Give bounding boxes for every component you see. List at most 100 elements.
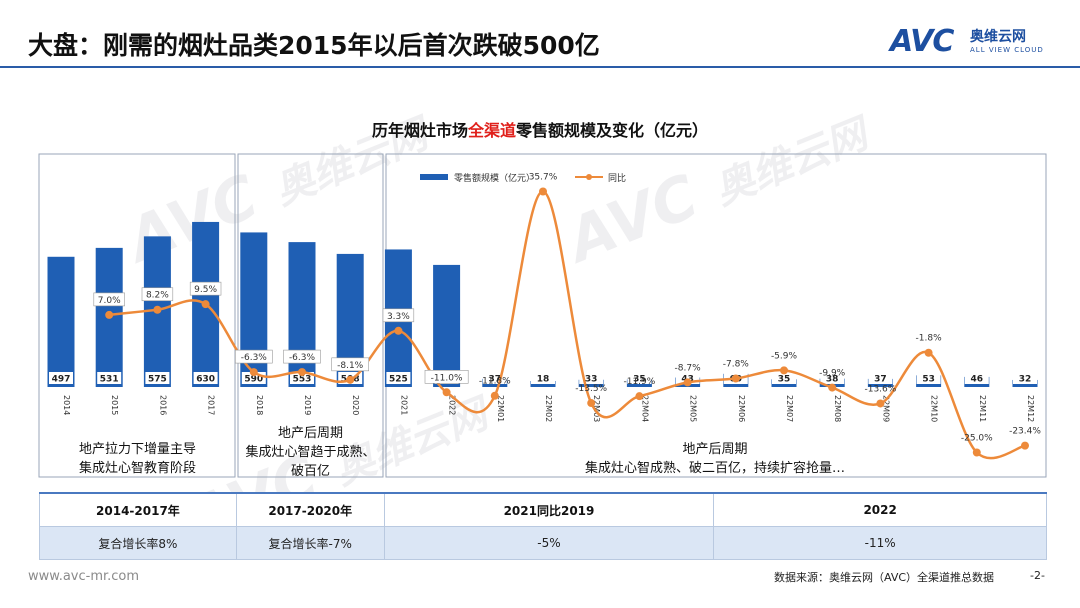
yoy-label: -23.4% [1009,427,1041,437]
yoy-point-2017 [201,300,210,309]
bar-value-label: 531 [100,375,119,385]
bar-value-label: 53 [922,375,935,385]
bar-value-box [97,372,122,384]
yoy-label: 7.0% [98,296,121,306]
x-tick-label: 22M03 [592,395,601,422]
bar-value-box [627,372,652,384]
yoy-point-22M09 [876,399,885,408]
chart-title: 历年烟灶市场全渠道零售额规模及变化（亿元） [0,117,1080,141]
yoy-label-box [189,281,222,296]
bar-value-box [964,372,989,384]
yoy-point-2021 [394,326,403,335]
x-tick-label: 22M12 [1026,395,1035,422]
yoy-point-2016 [153,305,162,314]
yoy-label: -1.8% [916,334,943,344]
yoy-label-box [424,369,469,384]
bar-value-label: 18 [537,375,550,385]
phase-line: 集成灶心智成熟、破二百亿，持续扩容抢量… [584,461,845,476]
bar-value-label: 38 [826,375,839,385]
bar-value-box [772,372,796,384]
yoy-label: -9.9% [819,369,846,379]
table-header-cell: 2014-2017年 [39,492,237,527]
bar-value-box [290,372,314,384]
yoy-label-box [93,292,125,307]
yoy-label: -5.9% [771,351,798,361]
yoy-label: -11.9% [623,377,655,387]
bar-value-label: 35 [778,375,791,385]
bar-value-label: 630 [196,375,215,385]
yoy-point-22M08 [828,383,837,392]
yoy-point-2020 [346,375,355,384]
table-header-cell: 2017-2020年 [235,492,385,527]
x-tick-label: 22M09 [881,395,890,422]
yoy-point-22M10 [924,348,933,357]
bar-value-label: 37 [874,375,887,385]
bar-value-box [386,372,411,384]
phase-note-1: 地产拉力下增量主导 集成灶心智教育阶段 [40,440,235,478]
yoy-label: 9.5% [194,285,217,295]
x-tick-label: 2016 [158,395,167,415]
bar-2019 [288,242,316,387]
yoy-label: 3.3% [387,312,410,322]
bar-value-label: 575 [148,375,167,385]
x-tick-label: 2019 [303,395,312,415]
legend-line-marker [586,174,592,180]
chart-legend: 零售额规模（亿元） 同比 [420,172,626,184]
yoy-label: 8.2% [146,291,169,301]
logo-en: ALL VIEW CLOUD [970,46,1044,54]
yoy-label: -6.3% [289,353,316,363]
yoy-label: -13.5% [575,384,607,394]
yoy-point-22M04 [635,392,644,401]
phase-frame [385,153,1047,478]
legend-line-label: 同比 [608,172,626,184]
logo-mark: AVC [890,24,954,59]
yoy-line [109,190,1026,460]
footer-url[interactable]: www.avc-mr.com [28,569,140,584]
yoy-point-22M02 [539,187,547,196]
x-tick-label: 2021 [399,395,408,415]
x-tick-label: 22M08 [833,395,842,422]
bar-value-label: 525 [389,375,408,385]
yoy-point-22M11 [972,448,981,457]
bar-value-label: 497 [52,375,71,385]
bar-value-box [1013,372,1037,384]
x-tick-label: 2020 [351,395,360,415]
yoy-label-box [235,349,273,364]
phase-note-2: 地产后周期 集成灶心智趋于成熟、 破百亿 [238,424,383,481]
x-tick-label: 2017 [207,395,216,415]
yoy-label: -11.0% [431,373,463,383]
yoy-point-22M06 [731,374,740,383]
yoy-point-2015 [105,310,114,319]
table-value-cell: 复合增长率-7% [235,526,385,560]
x-tick-label: 2022 [448,395,457,415]
bar-value-box [49,372,73,384]
x-tick-label: 22M01 [496,395,505,422]
yoy-label-box [283,349,321,364]
phase-note-3: 地产后周期 集成灶心智成熟、破二百亿，持续扩容抢量… [500,440,930,478]
phase-line: 破百亿 [290,464,330,479]
bar-value-box [916,372,941,384]
bar-value-label: 35 [633,375,646,385]
table-header-row: 2014-2017年 2017-2020年 2021同比2019 2022 [39,492,1047,527]
bar-value-box [868,372,893,384]
chart-title-highlight: 全渠道 [467,121,516,140]
yoy-label-box [141,287,174,302]
legend-bar-label: 零售额规模（亿元） [454,172,535,184]
phase-line: 地产后周期 [682,442,748,457]
table-value-cell: 复合增长率8% [39,526,237,560]
yoy-label: -7.8% [723,360,750,370]
x-tick-label: 22M06 [737,395,746,422]
table-header-cell: 2021同比2019 [383,492,715,527]
yoy-point-22M12 [1021,441,1029,450]
yoy-label: -6.3% [241,353,268,363]
chart-title-suffix: 零售额规模及变化（亿元） [516,121,709,140]
bar-value-box [193,372,218,384]
phase-frame [38,153,236,478]
page-number: -2- [1030,569,1045,582]
bar-value-label: 590 [244,375,263,385]
x-tick-label: 22M11 [978,395,987,422]
phase-line: 地产拉力下增量主导 [78,442,196,457]
table-value-cell: -11% [713,526,1047,560]
yoy-label-box [331,357,370,372]
avc-logo: AVC 奥维云网 ALL VIEW CLOUD [890,24,1060,60]
